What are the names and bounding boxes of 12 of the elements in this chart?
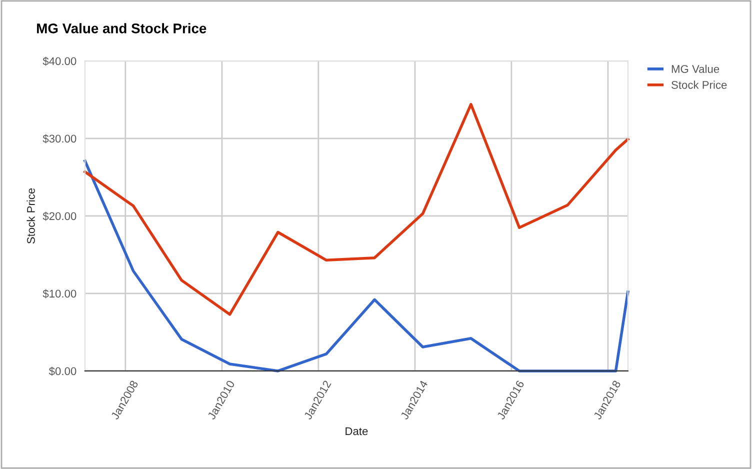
- x-axis-title: Date: [346, 427, 368, 436]
- y-tick-label: $30.00: [42, 134, 76, 144]
- y-tick-label: $20.00: [42, 212, 76, 221]
- line-series: [84, 160, 630, 372]
- y-axis-title: Stock Price: [26, 188, 35, 244]
- y-tick-label: $10.00: [42, 289, 76, 298]
- y-tick-label: $40.00: [42, 56, 76, 66]
- chart-title: MG Value and Stock Price: [37, 23, 206, 34]
- legend-label: MG Value: [672, 64, 720, 73]
- legend-label: Stock Price: [672, 80, 727, 89]
- line-series: [84, 102, 630, 316]
- y-tick-label: $0.00: [48, 366, 76, 376]
